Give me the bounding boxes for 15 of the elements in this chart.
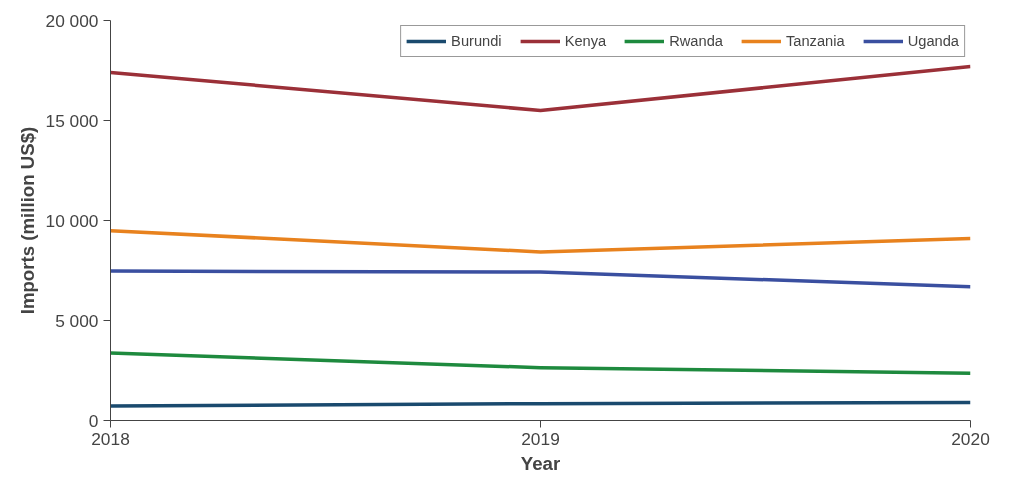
y-tick-label: 15 000 bbox=[45, 110, 99, 131]
legend-label: Uganda bbox=[907, 33, 959, 49]
legend-label: Burundi bbox=[451, 33, 502, 49]
legend-label: Rwanda bbox=[669, 33, 723, 49]
y-tick-label: 10 000 bbox=[45, 210, 99, 231]
legend-label: Kenya bbox=[564, 33, 607, 49]
legend-label: Tanzania bbox=[785, 33, 845, 49]
y-tick-label: 0 bbox=[88, 410, 99, 431]
x-tick-label: 2020 bbox=[951, 428, 990, 449]
x-tick-label: 2019 bbox=[521, 428, 560, 449]
x-tick-label: 2018 bbox=[91, 428, 130, 449]
x-axis-title: Year bbox=[520, 452, 561, 474]
y-tick-label: 20 000 bbox=[45, 10, 99, 31]
y-axis-title: Imports (million US$) bbox=[16, 126, 38, 315]
y-tick-label: 5 000 bbox=[55, 310, 99, 331]
